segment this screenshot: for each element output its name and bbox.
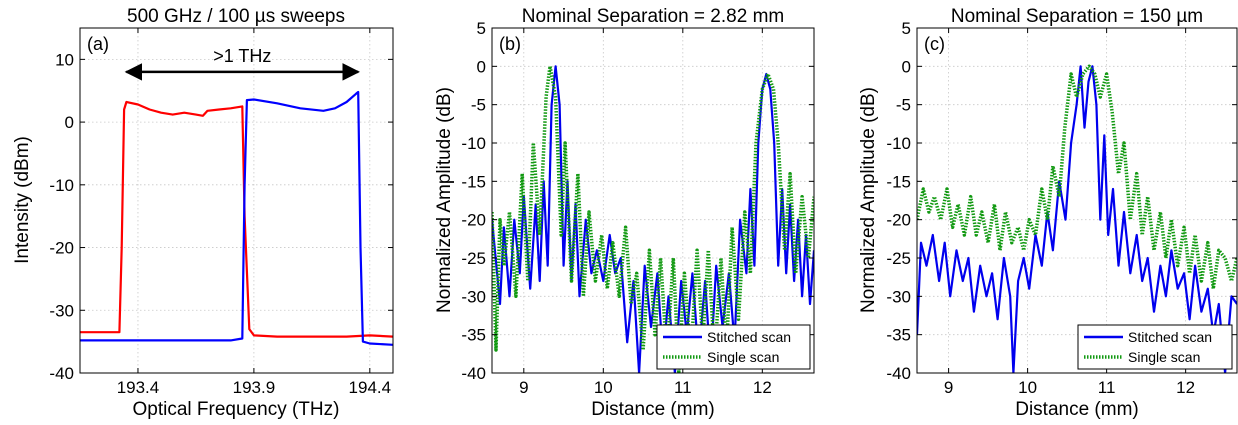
panel-label-a: (a): [87, 34, 109, 54]
y-tick-label-b: -40: [461, 364, 486, 383]
legend-label-stitched-c: Stitched scan: [1128, 329, 1212, 345]
x-tick-label-a: 193.9: [233, 378, 276, 397]
x-tick-label-b: 11: [674, 378, 692, 397]
y-tick-label-b: -10: [461, 134, 486, 153]
series-layer-b: [492, 64, 814, 373]
ticks-a: 193.4 193.9 194.4 -40 -30 -20 -10 0 10: [49, 28, 393, 397]
x-tick-label-c: 9: [944, 378, 953, 397]
series-layer-c: [917, 64, 1237, 373]
chart-panel-c: 9 10 11 12 -40 -35 -30 -25 -20 -15 -10 -5 0 5 Nominal…: [858, 6, 1238, 420]
y-tick-label-b: -25: [461, 249, 486, 268]
y-tick-label-c: -10: [886, 134, 911, 153]
legend-box-b: [656, 324, 811, 370]
series-line-b-stitched-scan: [492, 65, 814, 373]
range-annotation: >1 THz: [213, 46, 271, 66]
x-tick-label-c: 10: [1018, 378, 1037, 397]
y-tick-label-c: -25: [886, 249, 911, 268]
y-tick-label-c: 5: [902, 19, 911, 38]
y-axis-label-c: Normalized Amplitude (dB): [858, 87, 879, 313]
x-axis-label-a: Optical Frequency (THz): [133, 399, 340, 420]
y-tick-label-c: -30: [886, 287, 911, 306]
chart-panel-b: 9 10 11 12 -40 -35 -30 -25 -20 -15 -10 -5 0 5 Nominal…: [434, 6, 815, 420]
y-tick-label-c: -40: [886, 364, 911, 383]
legend-box-c: [1077, 324, 1233, 370]
chart-title-a: 500 GHz / 100 µs sweeps: [127, 6, 345, 27]
y-axis-label-b: Normalized Amplitude (dB): [434, 87, 455, 313]
y-tick-label-c: -5: [896, 96, 911, 115]
panel-label-b: (b): [499, 34, 521, 54]
x-tick-label-c: 12: [1176, 378, 1195, 397]
x-tick-label-b: 9: [519, 378, 528, 397]
series-line-c-single-scan: [917, 64, 1237, 291]
y-tick-label-a: -30: [49, 301, 74, 320]
y-tick-label-b: 5: [477, 19, 486, 38]
x-axis-label-c: Distance (mm): [1015, 399, 1139, 420]
x-tick-label-c: 11: [1098, 378, 1116, 397]
grid-a: [80, 28, 393, 374]
y-tick-label-a: -40: [49, 364, 74, 383]
y-tick-label-c: -20: [886, 211, 911, 230]
y-tick-label-a: 10: [55, 50, 74, 69]
y-tick-label-b: 0: [477, 57, 486, 76]
legend-c: Stitched scan Single scan: [1077, 324, 1233, 370]
x-axis-label-b: Distance (mm): [591, 399, 715, 420]
x-tick-label-b: 10: [594, 378, 613, 397]
y-tick-label-a: 0: [65, 113, 74, 132]
y-tick-label-b: -30: [461, 287, 486, 306]
x-tick-label-b: 12: [753, 378, 772, 397]
y-tick-label-b: -15: [461, 172, 486, 191]
plot-frame-b: [491, 27, 815, 374]
y-tick-label-a: -10: [49, 176, 74, 195]
grid-c: [917, 27, 1237, 374]
y-tick-label-a: -20: [49, 239, 74, 258]
x-tick-label-a: 193.4: [117, 378, 160, 397]
y-tick-label-c: -35: [886, 326, 911, 345]
y-tick-label-b: -35: [461, 326, 486, 345]
ticks-c: 9 10 11 12 -40 -35 -30 -25 -20 -15 -10 -5 0 5: [886, 19, 1237, 397]
series-line-b-single-scan: [492, 64, 814, 373]
y-tick-label-c: -15: [886, 172, 911, 191]
legend-label-stitched-b: Stitched scan: [707, 329, 791, 345]
ticks-b: 9 10 11 12 -40 -35 -30 -25 -20 -15 -10 -5 0 5: [461, 19, 814, 397]
legend-b: Stitched scan Single scan: [656, 324, 811, 370]
chart-title-c: Nominal Separation = 150 µm: [951, 6, 1203, 27]
panel-label-c: (c): [924, 34, 945, 54]
legend-label-single-c: Single scan: [1128, 349, 1200, 365]
y-tick-label-b: -20: [461, 211, 486, 230]
series-layer-a: [80, 90, 393, 346]
plot-frame-c: [916, 27, 1238, 374]
y-axis-label-a: Intensity (dBm): [12, 136, 33, 264]
series-line-a-trace-1: [80, 90, 393, 346]
chart-panel-a: 193.4 193.9 194.4 -40 -30 -20 -10 0 10 500 GHz /…: [12, 6, 394, 420]
y-tick-label-c: 0: [902, 57, 911, 76]
x-tick-label-a: 194.4: [349, 378, 392, 397]
series-line-c-stitched-scan: [917, 65, 1237, 373]
series-line-a-trace-0: [80, 100, 393, 338]
legend-label-single-b: Single scan: [707, 349, 779, 365]
y-tick-label-b: -5: [471, 96, 486, 115]
chart-title-b: Nominal Separation = 2.82 mm: [522, 6, 784, 27]
plot-frame-a: [79, 27, 394, 374]
